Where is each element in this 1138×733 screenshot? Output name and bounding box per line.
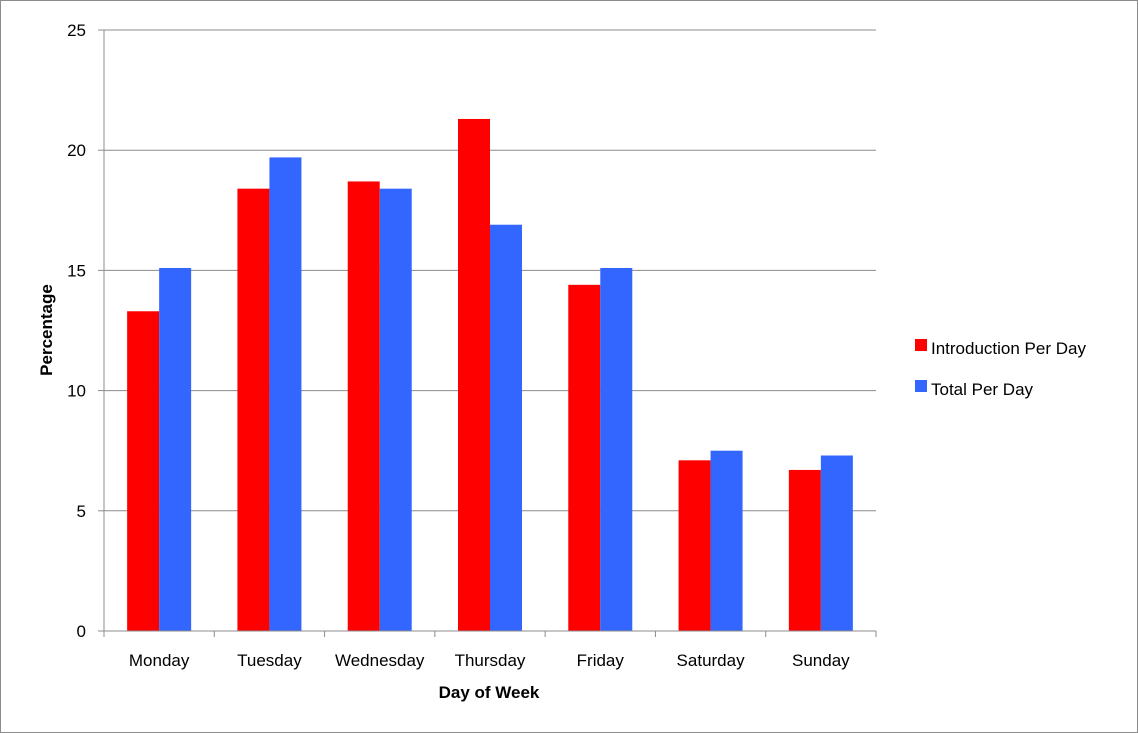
y-tick-label: 25 (67, 21, 86, 40)
y-tick-labels: 0 5 10 15 20 25 (67, 21, 86, 641)
bar-total-tuesday (269, 157, 302, 632)
bar-introduction-wednesday (347, 181, 380, 631)
bar-total-friday (600, 267, 633, 631)
legend-label-total: Total Per Day (931, 380, 1034, 399)
legend-swatch-total (915, 380, 927, 392)
bar-introduction-thursday (458, 118, 490, 631)
x-tick-label: Friday (577, 651, 625, 670)
legend: Introduction Per Day Total Per Day (915, 339, 1086, 399)
bar-introduction-saturday (678, 460, 711, 631)
x-tick-label: Saturday (677, 651, 746, 670)
x-axis-title: Day of Week (439, 683, 540, 702)
y-tick-label: 20 (67, 141, 86, 160)
x-tick-label: Sunday (792, 651, 850, 670)
y-tick-label: 0 (77, 622, 86, 641)
bar-total-sunday (820, 455, 853, 631)
axes (98, 29, 877, 637)
bar-total-monday (159, 267, 192, 631)
bar-total-saturday (710, 450, 743, 631)
y-axis-title: Percentage (37, 284, 56, 376)
x-tick-label: Thursday (455, 651, 526, 670)
bars (127, 118, 853, 632)
bar-introduction-tuesday (237, 188, 270, 631)
bar-total-thursday (490, 224, 522, 631)
bar-introduction-friday (568, 284, 601, 631)
legend-swatch-introduction (915, 339, 927, 351)
bar-total-wednesday (379, 188, 412, 631)
x-tick-label: Monday (129, 651, 190, 670)
bar-introduction-monday (127, 311, 160, 631)
x-tick-labels: Monday Tuesday Wednesday Thursday Friday Satu… (129, 651, 850, 670)
y-tick-label: 10 (67, 382, 86, 401)
legend-label-introduction: Introduction Per Day (931, 339, 1086, 358)
bar-introduction-sunday (788, 469, 821, 631)
x-tick-label: Wednesday (335, 651, 425, 670)
y-tick-label: 5 (77, 502, 86, 521)
x-tick-label: Tuesday (237, 651, 302, 670)
y-tick-label: 15 (67, 261, 86, 280)
